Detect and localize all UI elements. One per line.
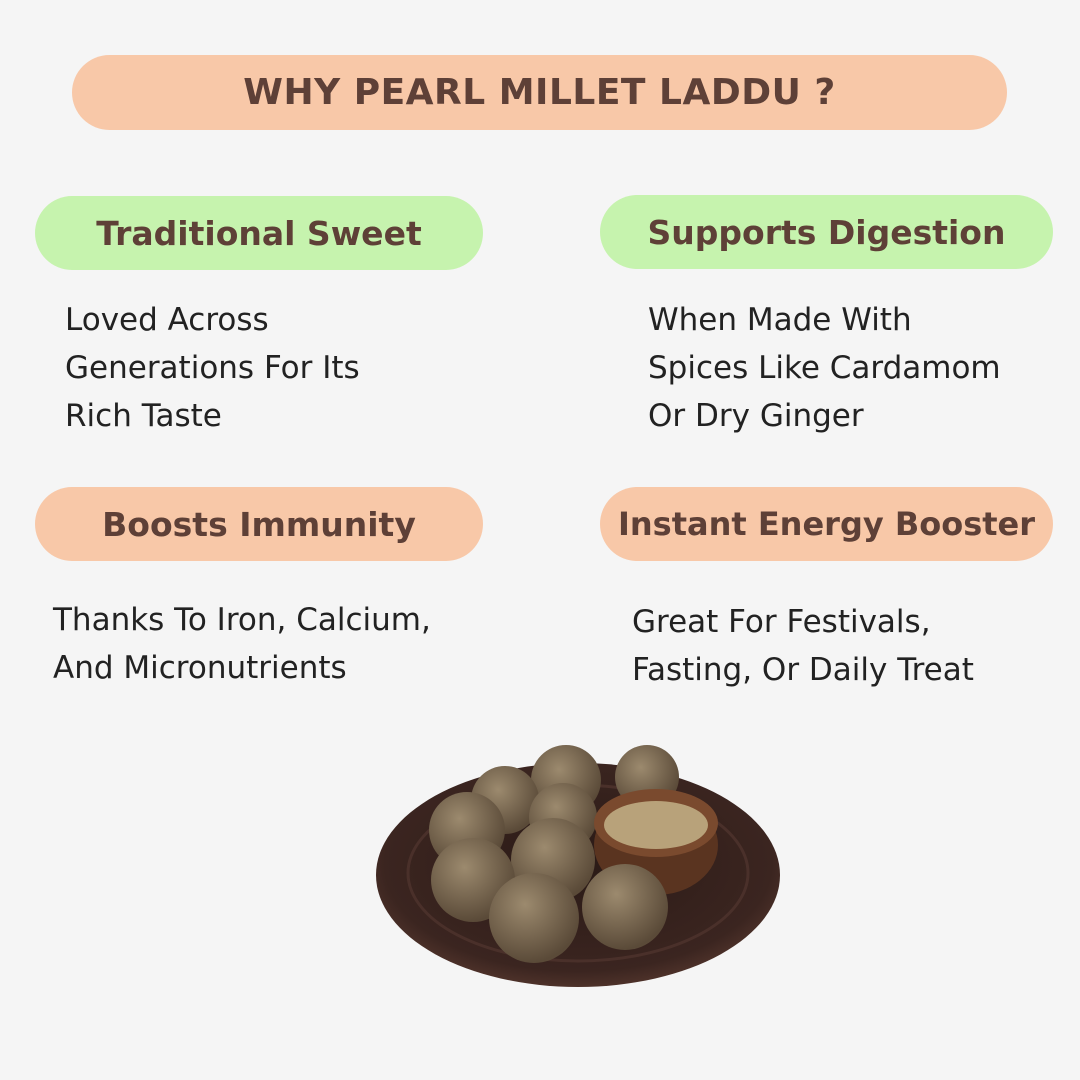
desc-line: Fasting, Or Daily Treat bbox=[632, 652, 974, 688]
heading-supports-digestion: Supports Digestion bbox=[600, 195, 1053, 269]
desc-line: And Micronutrients bbox=[53, 650, 347, 686]
desc-line: Spices Like Cardamom bbox=[648, 350, 1001, 386]
heading-boosts-immunity: Boosts Immunity bbox=[35, 487, 483, 561]
desc-line: Rich Taste bbox=[65, 398, 222, 434]
laddu bbox=[489, 873, 579, 963]
desc-instant-energy-booster: Great For Festivals, Fasting, Or Daily T… bbox=[632, 598, 974, 694]
desc-traditional-sweet: Loved Across Generations For Its Rich Ta… bbox=[65, 296, 360, 440]
heading-instant-energy-booster: Instant Energy Booster bbox=[600, 487, 1053, 561]
desc-line: Generations For Its bbox=[65, 350, 360, 386]
page-title: WHY PEARL MILLET LADDU ? bbox=[72, 55, 1007, 130]
desc-line: Or Dry Ginger bbox=[648, 398, 864, 434]
desc-line: Thanks To Iron, Calcium, bbox=[53, 602, 431, 638]
desc-supports-digestion: When Made With Spices Like Cardamom Or D… bbox=[648, 296, 1001, 440]
laddu-plate-image bbox=[376, 745, 780, 987]
desc-boosts-immunity: Thanks To Iron, Calcium, And Micronutrie… bbox=[53, 596, 431, 692]
desc-line: Great For Festivals, bbox=[632, 604, 931, 640]
heading-traditional-sweet: Traditional Sweet bbox=[35, 196, 483, 270]
desc-line: Loved Across bbox=[65, 302, 269, 338]
desc-line: When Made With bbox=[648, 302, 912, 338]
laddu bbox=[582, 864, 668, 950]
